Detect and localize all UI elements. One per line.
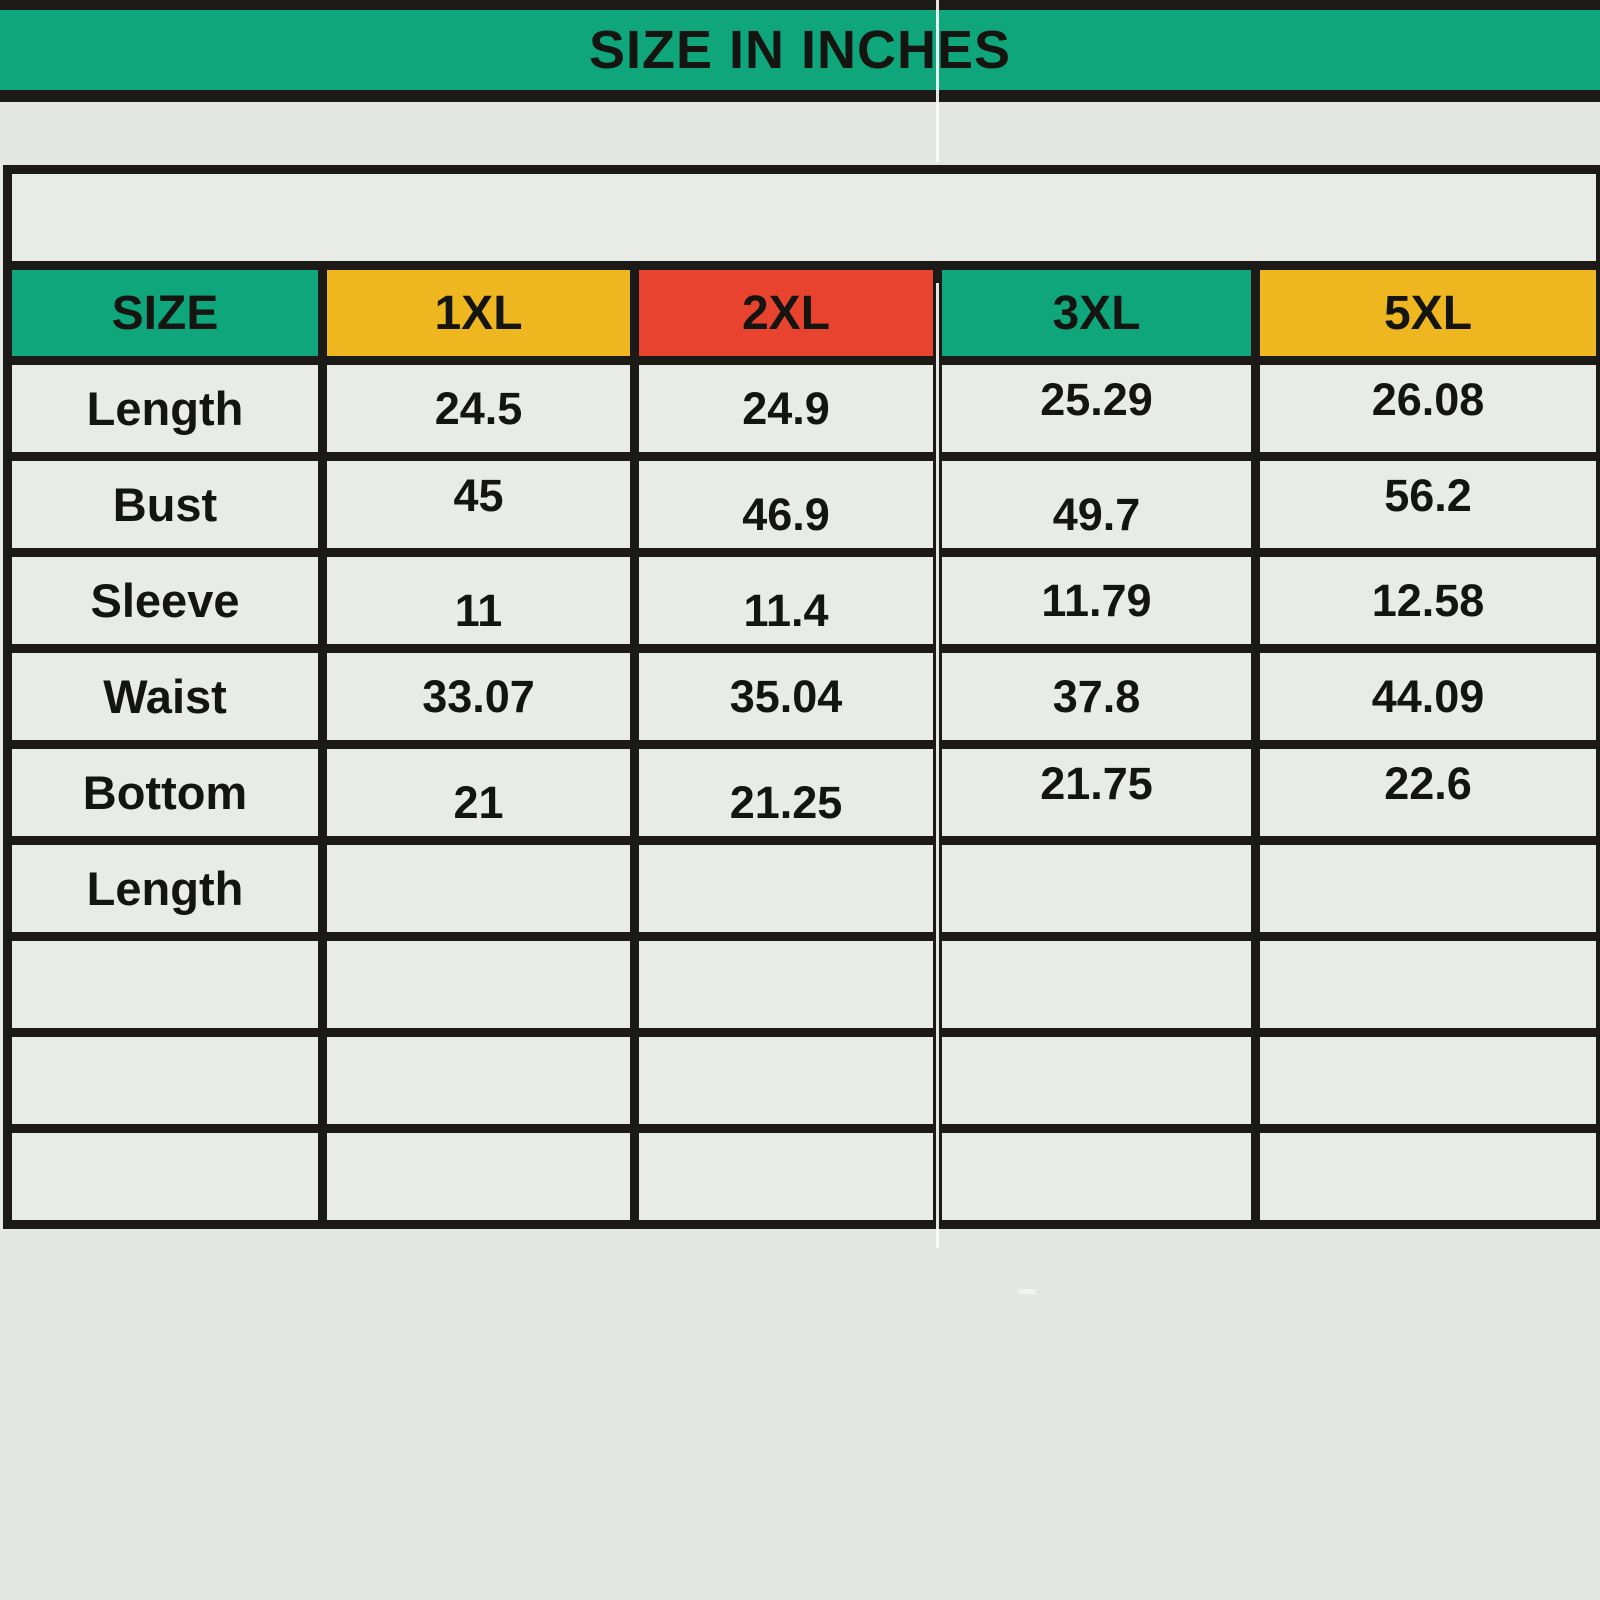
value-cell: 46.9 xyxy=(630,452,942,557)
size-in-inches-banner: SIZE IN INCHES xyxy=(0,10,1600,90)
banner-bottom-black-bar xyxy=(0,90,1600,102)
column-header-3xl: 3XL xyxy=(933,261,1260,365)
column-header-5xl: 5XL xyxy=(1250,261,1600,365)
value-cell xyxy=(933,1124,1260,1229)
header-row: SIZE 1XL 2XL 3XL 5XL xyxy=(3,261,1600,365)
value-cell: 11.79 xyxy=(933,548,1260,653)
row-label: Length xyxy=(3,836,327,941)
value-cell xyxy=(318,1028,639,1133)
value-cell xyxy=(933,932,1260,1037)
value-cell: 33.07 xyxy=(318,644,639,749)
row-label: Bottom xyxy=(3,740,327,845)
value-cell xyxy=(1250,1028,1600,1133)
image-artifact-dash xyxy=(1018,1289,1036,1294)
table-row-bust: Bust 45 46.9 49.7 56.2 xyxy=(3,452,1600,557)
value-cell xyxy=(933,1028,1260,1133)
value-cell xyxy=(318,1124,639,1229)
value-cell: 56.2 xyxy=(1250,452,1600,557)
value-cell: 25.29 xyxy=(933,356,1260,461)
value-cell xyxy=(933,836,1260,941)
value-cell: 44.09 xyxy=(1250,644,1600,749)
value-cell: 37.8 xyxy=(933,644,1260,749)
value-cell: 12.58 xyxy=(1250,548,1600,653)
row-label xyxy=(3,1124,327,1229)
table-row-empty xyxy=(3,1124,1600,1229)
value-cell: 11 xyxy=(318,548,639,653)
value-cell xyxy=(318,932,639,1037)
image-seam-line xyxy=(936,283,939,1248)
value-cell: 49.7 xyxy=(933,452,1260,557)
value-cell: 21.25 xyxy=(630,740,942,845)
table-row-waist: Waist 33.07 35.04 37.8 44.09 xyxy=(3,644,1600,749)
value-cell xyxy=(630,1028,942,1133)
value-cell: 35.04 xyxy=(630,644,942,749)
value-cell: 26.08 xyxy=(1250,356,1600,461)
pattern-band-row xyxy=(2,165,1600,270)
value-cell xyxy=(630,932,942,1037)
column-header-1xl: 1XL xyxy=(318,261,639,365)
column-header-size: SIZE xyxy=(3,261,327,365)
row-label xyxy=(3,1028,327,1133)
value-cell xyxy=(1250,836,1600,941)
banner-title: SIZE IN INCHES xyxy=(588,20,1012,80)
row-label: Length xyxy=(3,356,327,461)
image-seam-line xyxy=(936,0,939,162)
table-row-sleeve: Sleeve 11 11.4 11.79 12.58 xyxy=(3,548,1600,653)
value-cell: 21 xyxy=(318,740,639,845)
value-cell: 24.5 xyxy=(318,356,639,461)
value-cell xyxy=(1250,932,1600,1037)
value-cell xyxy=(630,1124,942,1229)
value-cell: 11.4 xyxy=(630,548,942,653)
row-label: Sleeve xyxy=(3,548,327,653)
row-label: Bust xyxy=(3,452,327,557)
top-black-bar xyxy=(0,0,1600,10)
value-cell xyxy=(1250,1124,1600,1229)
value-cell xyxy=(318,836,639,941)
value-cell: 22.6 xyxy=(1250,740,1600,845)
row-label xyxy=(3,932,327,1037)
polka-dot-pattern-band xyxy=(2,165,1600,270)
size-chart-table: SIZE 1XL 2XL 3XL 5XL Length 24.5 24.9 25… xyxy=(2,165,1600,1229)
row-label: Waist xyxy=(3,644,327,749)
value-cell xyxy=(630,836,942,941)
value-cell: 21.75 xyxy=(933,740,1260,845)
table-row-empty xyxy=(3,1028,1600,1133)
table-row-bottom: Bottom 21 21.25 21.75 22.6 xyxy=(3,740,1600,845)
value-cell: 45 xyxy=(318,452,639,557)
column-header-2xl: 2XL xyxy=(630,261,942,365)
table-row-empty xyxy=(3,932,1600,1037)
value-cell: 24.9 xyxy=(630,356,942,461)
table-row-length-continued: Length xyxy=(3,836,1600,941)
table-row-length: Length 24.5 24.9 25.29 26.08 xyxy=(3,356,1600,461)
